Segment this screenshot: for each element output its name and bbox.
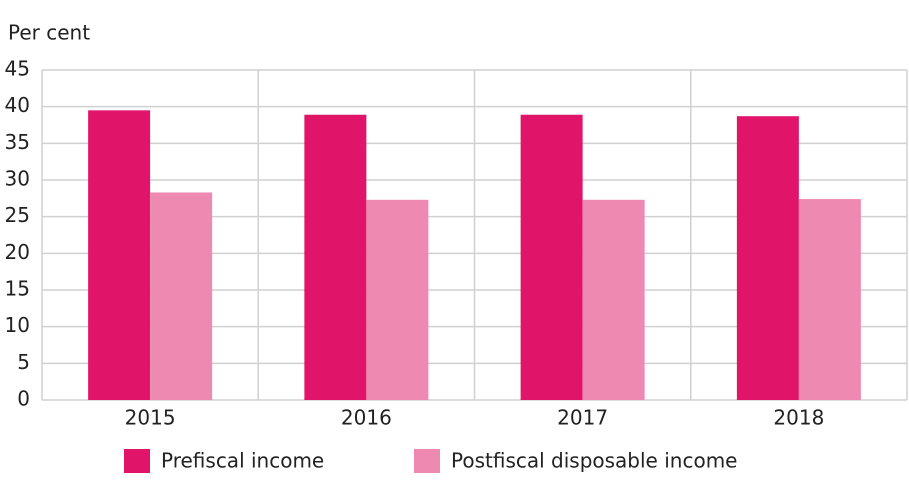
legend-swatch (124, 449, 150, 473)
x-tick-label: 2018 (773, 406, 824, 430)
y-tick-label: 5 (17, 350, 30, 374)
bar (582, 199, 645, 400)
legend-label: Postfiscal disposable income (451, 449, 737, 473)
legend-label: Prefiscal income (161, 449, 324, 473)
bar (798, 199, 861, 400)
y-axis-label: Per cent (8, 21, 90, 45)
y-tick-label: 35 (5, 130, 30, 154)
y-tick-label: 45 (5, 57, 30, 81)
y-tick-label: 30 (5, 167, 30, 191)
bar (736, 116, 799, 400)
y-tick-label: 0 (17, 387, 30, 411)
bar (366, 199, 429, 400)
y-tick-label: 20 (5, 240, 30, 264)
y-tick-label: 25 (5, 203, 30, 227)
y-tick-label: 40 (5, 93, 30, 117)
bar (304, 114, 367, 400)
bar (88, 110, 151, 400)
bar (520, 114, 583, 400)
y-tick-label: 15 (5, 277, 30, 301)
y-tick-label: 10 (5, 313, 30, 337)
x-tick-label: 2017 (557, 406, 608, 430)
x-tick-label: 2016 (341, 406, 392, 430)
legend-swatch (414, 449, 440, 473)
x-tick-label: 2015 (125, 406, 176, 430)
bar (150, 192, 213, 400)
